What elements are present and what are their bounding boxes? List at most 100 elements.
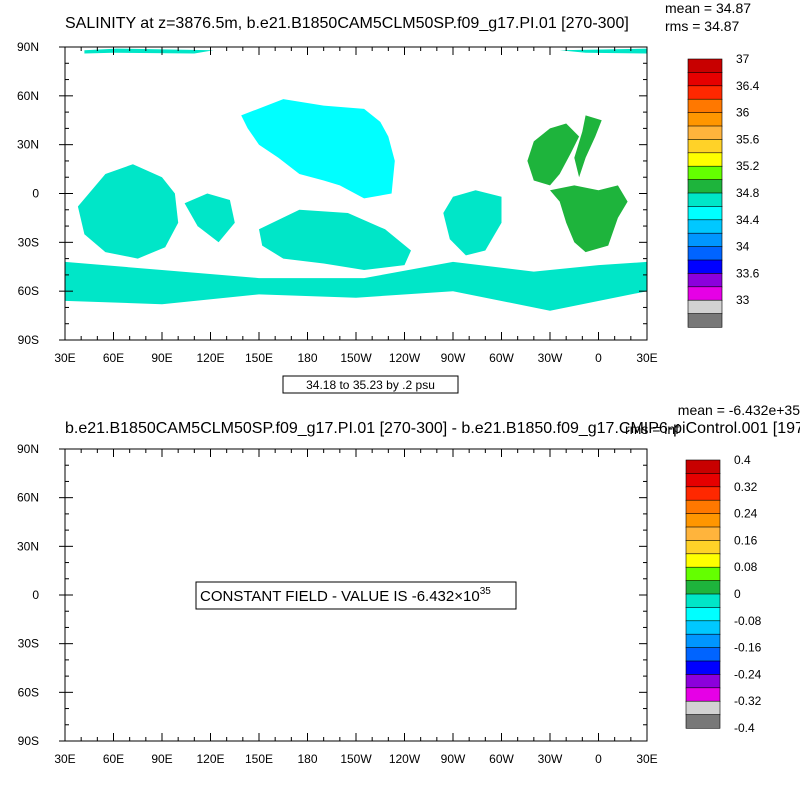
x-tick-label: 120W (389, 752, 421, 766)
colorbar-swatch (687, 259, 723, 274)
panel2-rms: rms = inf (625, 421, 679, 437)
colorbar-swatch (685, 647, 721, 662)
x-tick-label: 120E (196, 351, 224, 365)
difference-panel: b.e21.B1850CAM5CLM50SP.f09_g17.PI.01 [27… (17, 402, 800, 766)
field-region-southern-ocean (65, 261, 647, 311)
colorbar-swatch (687, 192, 723, 207)
colorbar-label: 36 (736, 106, 750, 120)
field-region-arctic-strip-west (84, 48, 214, 54)
colorbar-swatch (687, 98, 723, 114)
colorbar-swatch (685, 660, 721, 675)
y-tick-label: 30S (18, 235, 39, 249)
x-tick-label: 90E (151, 752, 172, 766)
field-region-north-pacific (241, 99, 395, 199)
panel1-title: SALINITY at z=3876.5m, b.e21.B1850CAM5CL… (65, 15, 629, 32)
colorbar-label: 35.2 (736, 159, 760, 173)
colorbar-swatch (685, 714, 721, 729)
x-tick-label: 60W (489, 752, 514, 766)
y-tick-label: 0 (32, 588, 39, 602)
x-tick-label: 30E (636, 752, 657, 766)
x-tick-label: 120W (389, 351, 421, 365)
colorbar-swatch (687, 112, 723, 127)
colorbar-swatch (687, 152, 723, 167)
colorbar-label: 35.6 (736, 132, 760, 146)
x-tick-label: 150E (245, 351, 273, 365)
colorbar-swatch (687, 232, 723, 248)
x-tick-label: 60E (103, 351, 124, 365)
x-tick-label: 0 (595, 752, 602, 766)
colorbar-label: 34.8 (736, 186, 760, 200)
panel2-title: b.e21.B1850CAM5CLM50SP.f09_g17.PI.01 [27… (65, 420, 800, 437)
panel1-colorbar: 37 36.4 36 35.6 35.2 34.8 34.4 34 33.6 33 (687, 52, 760, 328)
field-region-south-pacific (259, 209, 411, 270)
colorbar-label: 0.16 (734, 533, 758, 547)
info-label: 34.18 to 35.23 by .2 psu (306, 378, 435, 392)
panel2-colorbar: 0.4 0.32 0.24 0.16 0.08 0 -0.08 -0.16 -0.24 -0.32… (685, 453, 762, 735)
y-tick-label: 90N (17, 442, 39, 456)
y-tick-label: 60S (18, 284, 39, 298)
colorbar-swatch (685, 607, 721, 622)
y-tick-label: 30N (17, 539, 39, 553)
y-tick-label: 60S (18, 685, 39, 699)
colorbar-swatch (685, 593, 721, 608)
colorbar-swatch (687, 139, 723, 154)
x-tick-label: 90W (441, 351, 466, 365)
colorbar-label: -0.16 (734, 641, 762, 655)
y-tick-label: 60N (17, 491, 39, 505)
colorbar-swatch (687, 299, 723, 315)
x-tick-label: 180 (297, 752, 317, 766)
info-label-box (282, 375, 459, 394)
colorbar-swatch (685, 486, 721, 501)
colorbar-swatch (687, 313, 723, 328)
colorbar-label: 37 (736, 52, 750, 66)
colorbar-swatch (687, 179, 723, 194)
field-region-arctic-strip-east (559, 48, 647, 54)
colorbar-swatch (687, 165, 723, 181)
colorbar-swatch (687, 286, 723, 301)
x-tick-label: 60W (489, 351, 514, 365)
panel1-mean: mean = 34.87 (665, 0, 751, 16)
x-tick-label: 150W (340, 752, 372, 766)
colorbar-swatch (685, 687, 721, 702)
colorbar-swatch (687, 85, 723, 100)
colorbar-label: 33.6 (736, 266, 760, 280)
colorbar-label: 0.4 (734, 453, 751, 467)
colorbar-swatch (685, 499, 721, 515)
field-region-atlantic-east-arm (574, 115, 602, 178)
y-tick-label: 30N (17, 138, 39, 152)
colorbar-swatch (687, 246, 723, 261)
y-tick-label: 0 (32, 187, 39, 201)
colorbar-swatch (685, 633, 721, 649)
x-tick-label: 180 (297, 351, 317, 365)
x-tick-label: 30E (54, 351, 75, 365)
colorbar-label: 0.24 (734, 507, 758, 521)
field-region-western-pacific (184, 193, 235, 243)
y-tick-label: 90N (17, 40, 39, 54)
colorbar-label: -0.32 (734, 694, 762, 708)
x-tick-label: 60E (103, 752, 124, 766)
colorbar-swatch (685, 526, 721, 541)
x-tick-label: 30E (54, 752, 75, 766)
constant-field-label: CONSTANT FIELD - VALUE IS -6.432×1035 (200, 586, 491, 605)
x-tick-label: 150W (340, 351, 372, 365)
field-region-indian-ocean (77, 164, 179, 259)
colorbar-label: 0.08 (734, 560, 758, 574)
panel2-axes: 30E 60E 90E 120E 150E 180 150W 120W 90W 60W 30W 0 30… (17, 442, 658, 766)
colorbar-swatch (685, 674, 721, 689)
colorbar-swatch (685, 540, 721, 555)
colorbar-swatch (687, 219, 723, 234)
colorbar-swatch (685, 513, 721, 528)
colorbar-label: 0 (734, 587, 741, 601)
colorbar-label: -0.08 (734, 614, 762, 628)
colorbar-swatch (685, 459, 721, 474)
x-tick-label: 90W (441, 752, 466, 766)
colorbar-label: -0.4 (734, 721, 755, 735)
field-region-north-atlantic (527, 123, 580, 186)
colorbar-label: 33 (736, 293, 750, 307)
constant-field-box (195, 581, 517, 610)
salinity-field (65, 48, 647, 311)
colorbar-label: 36.4 (736, 79, 760, 93)
colorbar-swatch (687, 206, 723, 221)
field-region-eastern-pacific (443, 190, 502, 256)
